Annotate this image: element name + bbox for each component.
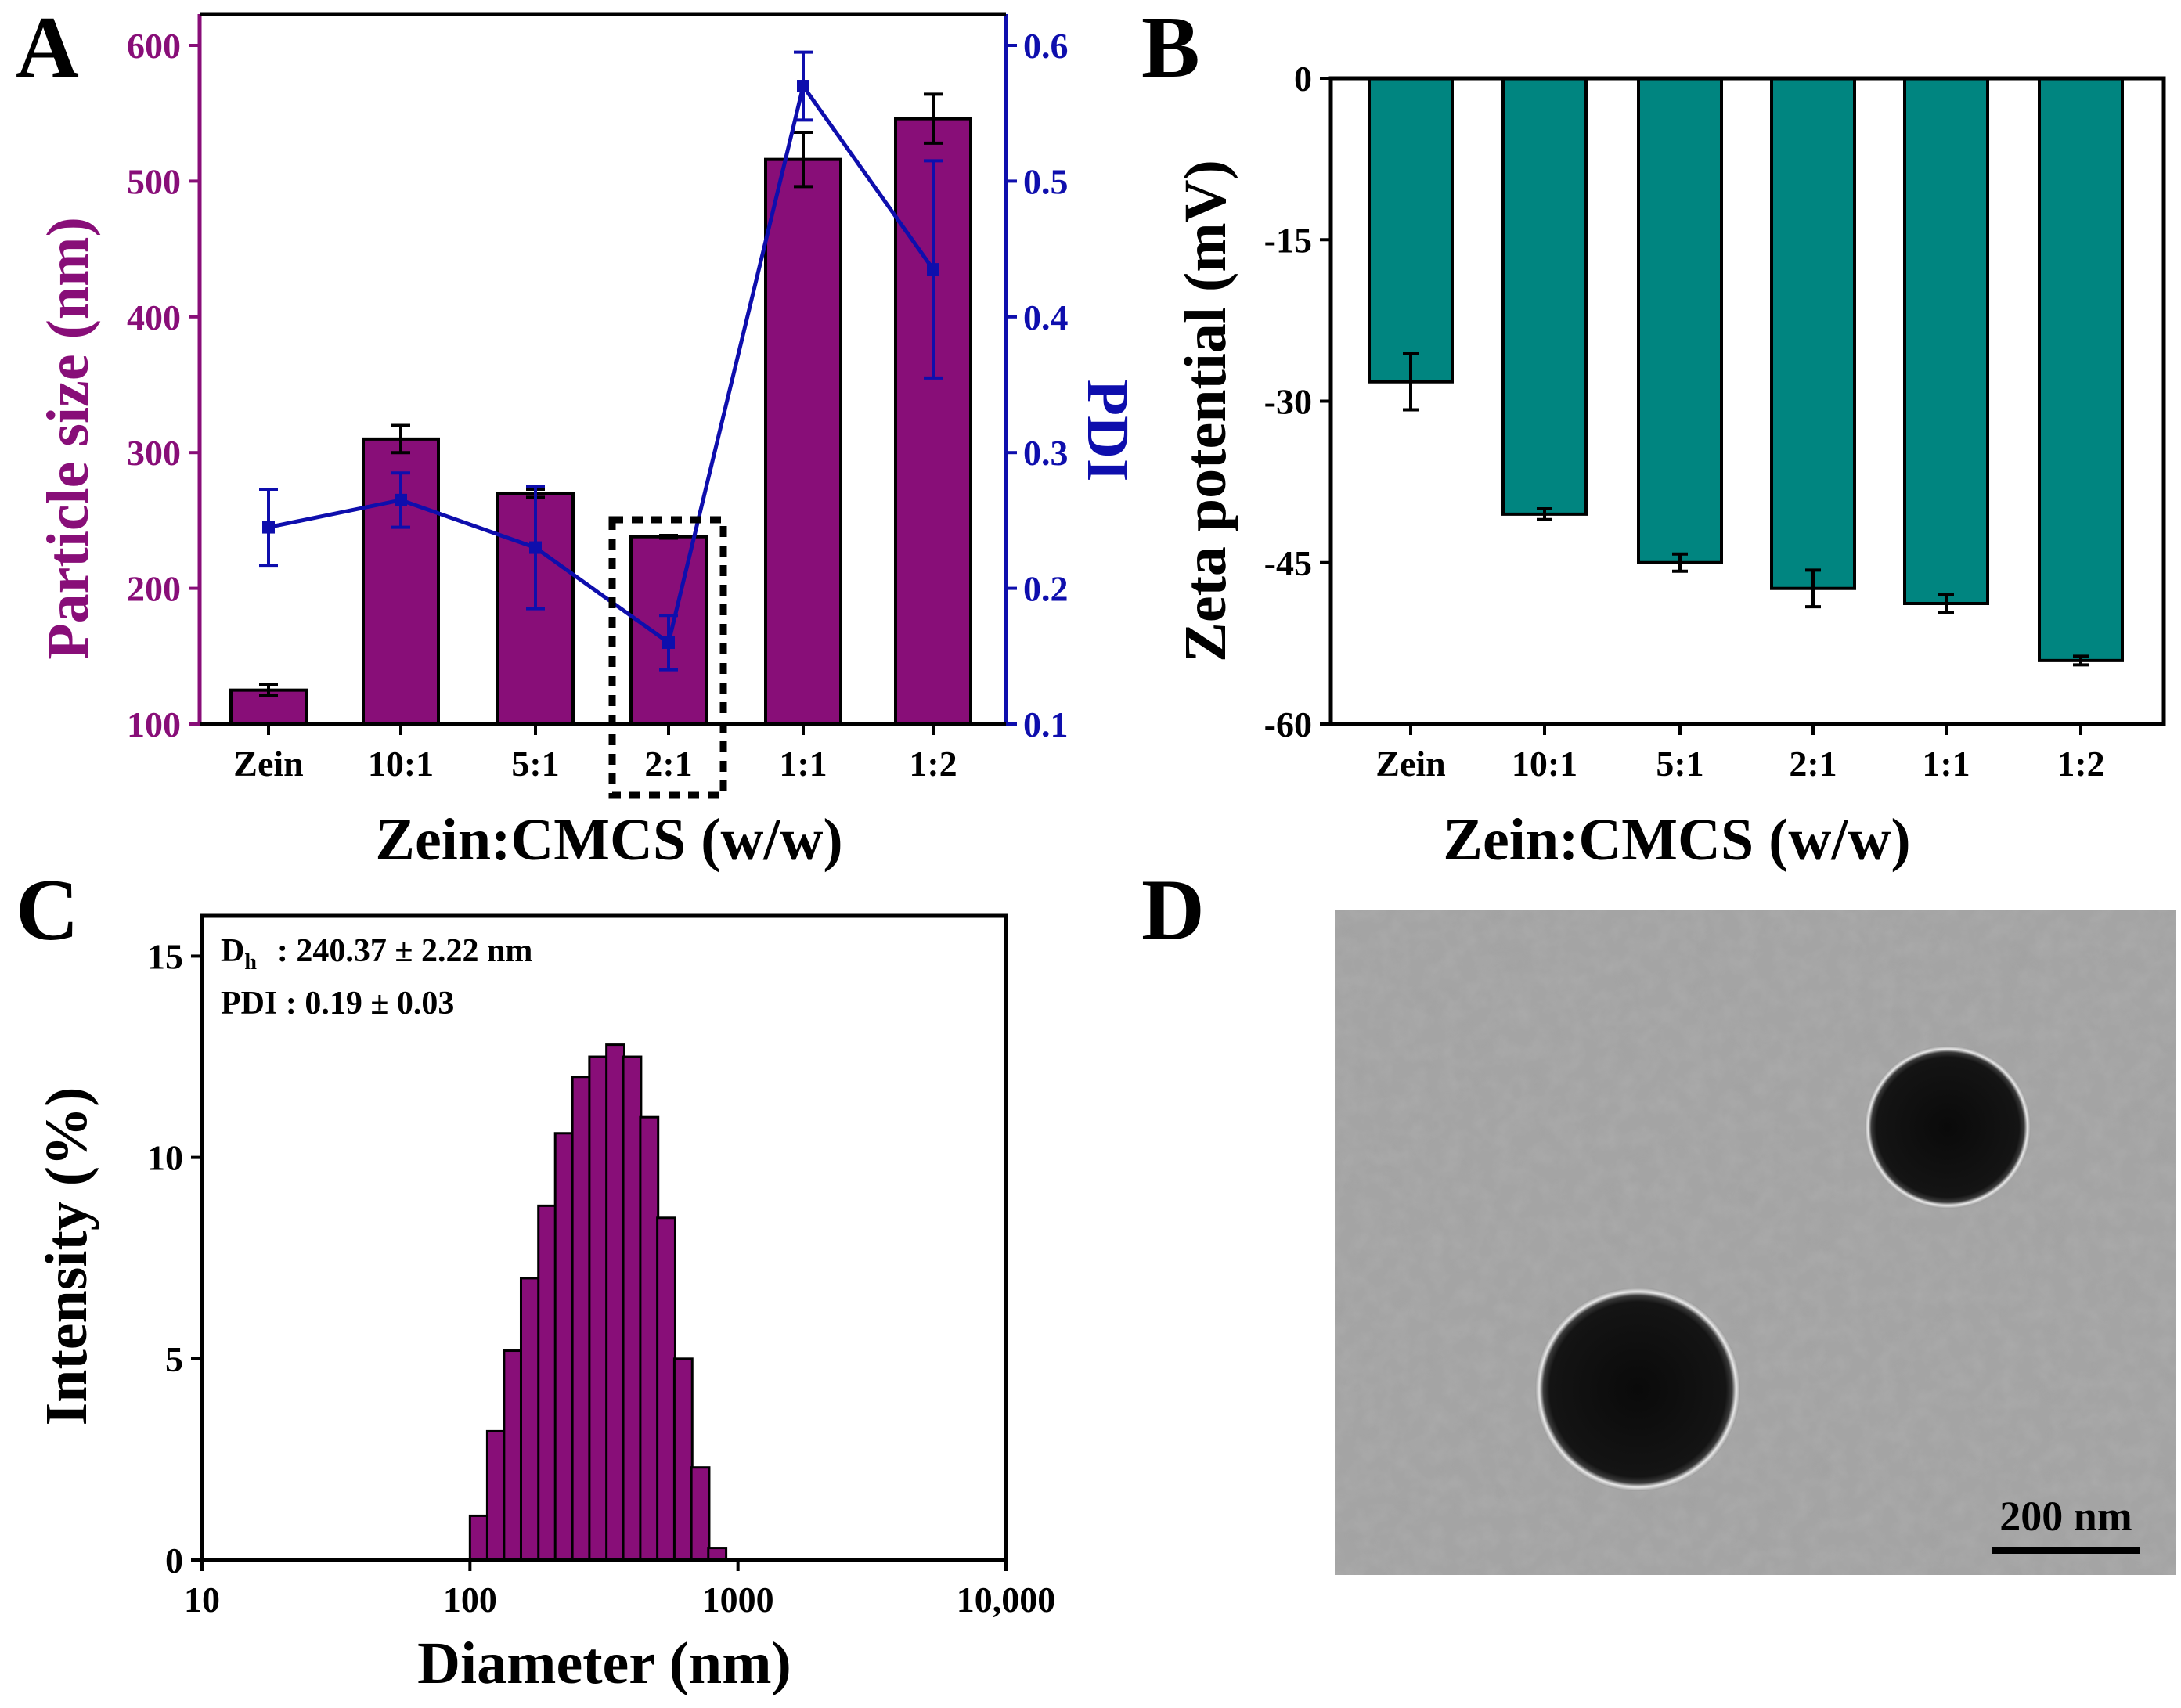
y-tick-label-c-3: 15 bbox=[147, 936, 183, 976]
panel-label-d: D bbox=[1141, 862, 1205, 959]
pdi-point-0 bbox=[262, 521, 275, 534]
pdi-point-2 bbox=[529, 541, 542, 554]
panel-label-a: A bbox=[16, 0, 79, 96]
pdi-point-3 bbox=[662, 636, 675, 649]
x-axis-title-a: Zein:CMCS (w/w) bbox=[375, 807, 842, 873]
x-tick-label-b-4: 1:1 bbox=[1922, 744, 1970, 784]
histogram-bar-10 bbox=[639, 1115, 660, 1562]
plot-frame-c bbox=[200, 913, 1008, 1562]
chart-b: 0 -15 -30 -45 -60 Zein 10:1 5:1 2:1 1:1 1:2 Zein:C… bbox=[1173, 59, 2166, 873]
histogram-bar-3 bbox=[519, 1277, 540, 1562]
y-axis-title-b: Zeta potential (mV) bbox=[1173, 160, 1238, 662]
annotation-pdi: PDI : 0.19 ± 0.03 bbox=[221, 986, 454, 1022]
x-tick-label-a-0: Zein bbox=[233, 744, 303, 784]
x-tick-label-a-2: 5:1 bbox=[511, 744, 559, 784]
x-tick-label-c-2: 1000 bbox=[702, 1580, 774, 1620]
panel-label-c: C bbox=[16, 862, 79, 959]
histogram-bar-5 bbox=[553, 1132, 575, 1562]
chart-c: 0 5 10 15 10 100 1000 10,000 Dh: 240.37 ± 2.22 … bbox=[34, 913, 1056, 1696]
y-tick-label-a-1: 200 bbox=[127, 569, 181, 609]
bar-zeta-3 bbox=[1770, 77, 1856, 590]
x-axis-title-b: Zein:CMCS (w/w) bbox=[1443, 807, 1910, 873]
highlight-box-2-1 bbox=[608, 516, 727, 799]
y-tick-label-c-2: 10 bbox=[147, 1138, 183, 1178]
panel-label-b: B bbox=[1141, 0, 1200, 96]
x-tick-label-b-3: 2:1 bbox=[1789, 744, 1837, 784]
y-tick-label-b-0: 0 bbox=[1294, 59, 1312, 99]
y2-tick-label-a-2: 0.3 bbox=[1023, 433, 1069, 473]
histogram-bar-2 bbox=[503, 1349, 524, 1562]
scale-bar-label: 200 nm bbox=[1999, 1493, 2132, 1540]
pdi-point-5 bbox=[927, 263, 939, 276]
pdi-point-1 bbox=[395, 493, 407, 506]
y-axis-title-a: Particle size (nm) bbox=[35, 217, 101, 660]
y2-axis-title-a: PDI bbox=[1075, 380, 1141, 482]
x-tick-label-a-1: 10:1 bbox=[368, 744, 434, 784]
y-tick-label-b-1: -15 bbox=[1264, 220, 1312, 260]
bar-zeta-4 bbox=[1903, 77, 1989, 605]
x-tick-label-b-5: 1:2 bbox=[2057, 744, 2104, 784]
y-tick-label-a-2: 300 bbox=[127, 433, 181, 473]
histogram-bar-6 bbox=[571, 1076, 592, 1562]
histogram-bar-12 bbox=[672, 1357, 694, 1562]
x-tick-label-a-4: 1:1 bbox=[779, 744, 827, 784]
histogram-bar-0 bbox=[468, 1514, 489, 1562]
x-tick-label-b-0: Zein bbox=[1375, 744, 1445, 784]
histogram-bar-13 bbox=[690, 1466, 711, 1562]
histogram-bar-1 bbox=[485, 1429, 506, 1562]
bar-zeta-5 bbox=[2038, 77, 2124, 662]
y-axis-title-c: Intensity (%) bbox=[34, 1087, 99, 1426]
y2-tick-label-a-1: 0.2 bbox=[1023, 569, 1069, 609]
bar-zeta-1 bbox=[1501, 77, 1588, 516]
y-tick-label-a-4: 500 bbox=[127, 161, 181, 201]
histogram-bar-9 bbox=[622, 1055, 643, 1562]
histogram-bar-11 bbox=[656, 1216, 676, 1562]
x-tick-label-c-0: 10 bbox=[184, 1580, 220, 1620]
bar-zeta-2 bbox=[1637, 77, 1723, 564]
scale-bar bbox=[1992, 1547, 2140, 1554]
annotation-dh: Dh: 240.37 ± 2.22 nm bbox=[221, 933, 532, 975]
y-tick-label-b-3: -45 bbox=[1264, 543, 1312, 583]
y2-tick-label-a-4: 0.5 bbox=[1023, 161, 1069, 201]
x-tick-label-c-3: 10,000 bbox=[957, 1580, 1056, 1620]
nanoparticle-2 bbox=[1535, 1288, 1740, 1491]
histogram-bar-4 bbox=[537, 1204, 558, 1562]
y-tick-label-b-4: -60 bbox=[1264, 704, 1312, 744]
y2-tick-label-a-3: 0.4 bbox=[1023, 297, 1069, 337]
y-tick-label-a-0: 100 bbox=[127, 704, 181, 744]
y-tick-label-c-1: 5 bbox=[165, 1339, 183, 1379]
x-tick-label-b-2: 5:1 bbox=[1656, 744, 1703, 784]
tem-image: 200 nm bbox=[1335, 910, 2176, 1575]
y-tick-label-a-3: 400 bbox=[127, 297, 181, 337]
x-tick-label-a-3: 2:1 bbox=[644, 744, 692, 784]
tem-filaments bbox=[1335, 910, 2176, 1575]
chart-a: 100 200 300 400 500 600 0.1 0.2 0.3 0.4 0.5 0.6 Zein… bbox=[35, 12, 1141, 873]
histogram-bar-7 bbox=[588, 1055, 609, 1562]
y-tick-label-a-5: 600 bbox=[127, 26, 181, 66]
y2-tick-label-a-0: 0.1 bbox=[1023, 704, 1069, 744]
bar-size-4 bbox=[764, 157, 842, 726]
x-tick-label-a-5: 1:2 bbox=[909, 744, 957, 784]
nanoparticle-1 bbox=[1865, 1046, 2031, 1209]
y2-tick-label-a-5: 0.6 bbox=[1023, 26, 1069, 66]
x-axis-title-c: Diameter (nm) bbox=[417, 1631, 791, 1696]
x-tick-label-c-1: 100 bbox=[443, 1580, 497, 1620]
pdi-line bbox=[268, 81, 935, 647]
pdi-point-4 bbox=[797, 80, 809, 93]
histogram-bar-8 bbox=[605, 1043, 625, 1562]
bar-zeta-0 bbox=[1368, 77, 1454, 384]
x-tick-label-b-1: 10:1 bbox=[1512, 744, 1577, 784]
y-tick-label-c-0: 0 bbox=[165, 1540, 183, 1580]
y-tick-label-b-2: -30 bbox=[1264, 382, 1312, 422]
